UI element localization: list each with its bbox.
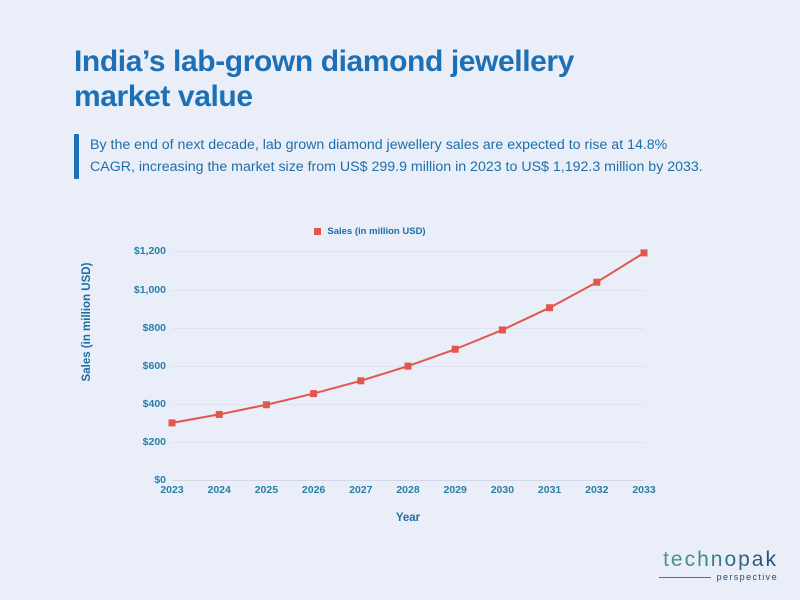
data-point-marker[interactable] [640, 249, 648, 257]
technopak-logo: technopak perspective [656, 549, 778, 582]
data-point-marker[interactable] [310, 390, 318, 398]
data-point-marker[interactable] [546, 304, 554, 312]
data-point-marker[interactable] [357, 377, 365, 385]
y-axis-tick-label: $0 [154, 474, 166, 486]
y-axis-tick-label: $200 [142, 435, 166, 448]
header: India’s lab-grown diamond jewellery mark… [74, 44, 714, 179]
x-axis-tick-label: 2030 [490, 484, 515, 496]
x-axis-tick-label: 2024 [207, 484, 231, 496]
x-axis-title: Year [395, 512, 421, 524]
x-axis-tick-label: 2029 [443, 484, 467, 496]
x-axis-ticks: 2023 2024 2025 2026 2027 2028 2029 2030 2031 2032… [160, 484, 655, 502]
data-point-marker[interactable] [168, 419, 176, 427]
x-axis-tick-label: 2028 [396, 484, 420, 496]
subtitle-accent-bar [74, 133, 79, 179]
x-axis-tick-label: 2026 [301, 484, 326, 496]
logo-wordmark: technopak [656, 549, 778, 570]
legend-swatch-icon [314, 228, 322, 235]
y-axis-ticks: $0 $200 $400 $600 $800 $1,000 $1,200 [108, 240, 166, 486]
y-axis-tick-label: $600 [142, 359, 166, 372]
page-title: India’s lab-grown diamond jewellery mark… [74, 45, 574, 114]
data-point-marker[interactable] [404, 362, 412, 370]
subtitle-block: By the end of next decade, lab grown dia… [74, 133, 714, 179]
gridline [172, 327, 644, 329]
y-axis-tick-label: $400 [142, 397, 166, 410]
plot-wrap: Sales (in million USD) $0 $200 $400 $600 $80… [60, 240, 680, 524]
chart-legend: Sales (in million USD) [60, 226, 680, 237]
data-point-marker[interactable] [498, 326, 506, 334]
y-axis-tick-label: $1,200 [133, 245, 166, 258]
logo-rule-divider [658, 577, 711, 578]
data-point-marker[interactable] [593, 278, 601, 286]
x-axis-tick-label: 2023 [160, 484, 184, 496]
y-axis-title: Sales (in million USD) [81, 262, 93, 382]
line-series [168, 249, 648, 427]
subtitle-text: By the end of next decade, lab grown dia… [90, 136, 703, 176]
y-axis-tick-label: $1,000 [133, 283, 166, 296]
x-axis-tick-label: 2033 [632, 484, 656, 496]
gridline [172, 403, 644, 405]
x-axis-tick-label: 2031 [537, 484, 562, 496]
gridline [172, 480, 644, 481]
logo-tagline-row: perspective [656, 573, 778, 582]
data-point-marker[interactable] [451, 345, 459, 353]
data-point-marker[interactable] [215, 410, 223, 418]
x-axis-tick-label: 2025 [254, 484, 279, 496]
gridline [172, 251, 644, 253]
chart-container: Sales (in million USD) Sales (in million… [60, 222, 680, 532]
gridline [172, 289, 644, 291]
x-axis-tick-label: 2032 [585, 484, 609, 496]
x-axis-tick-label: 2027 [349, 484, 373, 496]
series-line [171, 251, 645, 424]
y-axis-tick-label: $800 [142, 321, 166, 334]
data-point-marker[interactable] [262, 401, 270, 409]
logo-tagline: perspective [716, 572, 778, 582]
gridline [172, 441, 644, 443]
plot-area [168, 240, 648, 481]
legend-item-label: Sales (in million USD) [327, 226, 426, 237]
